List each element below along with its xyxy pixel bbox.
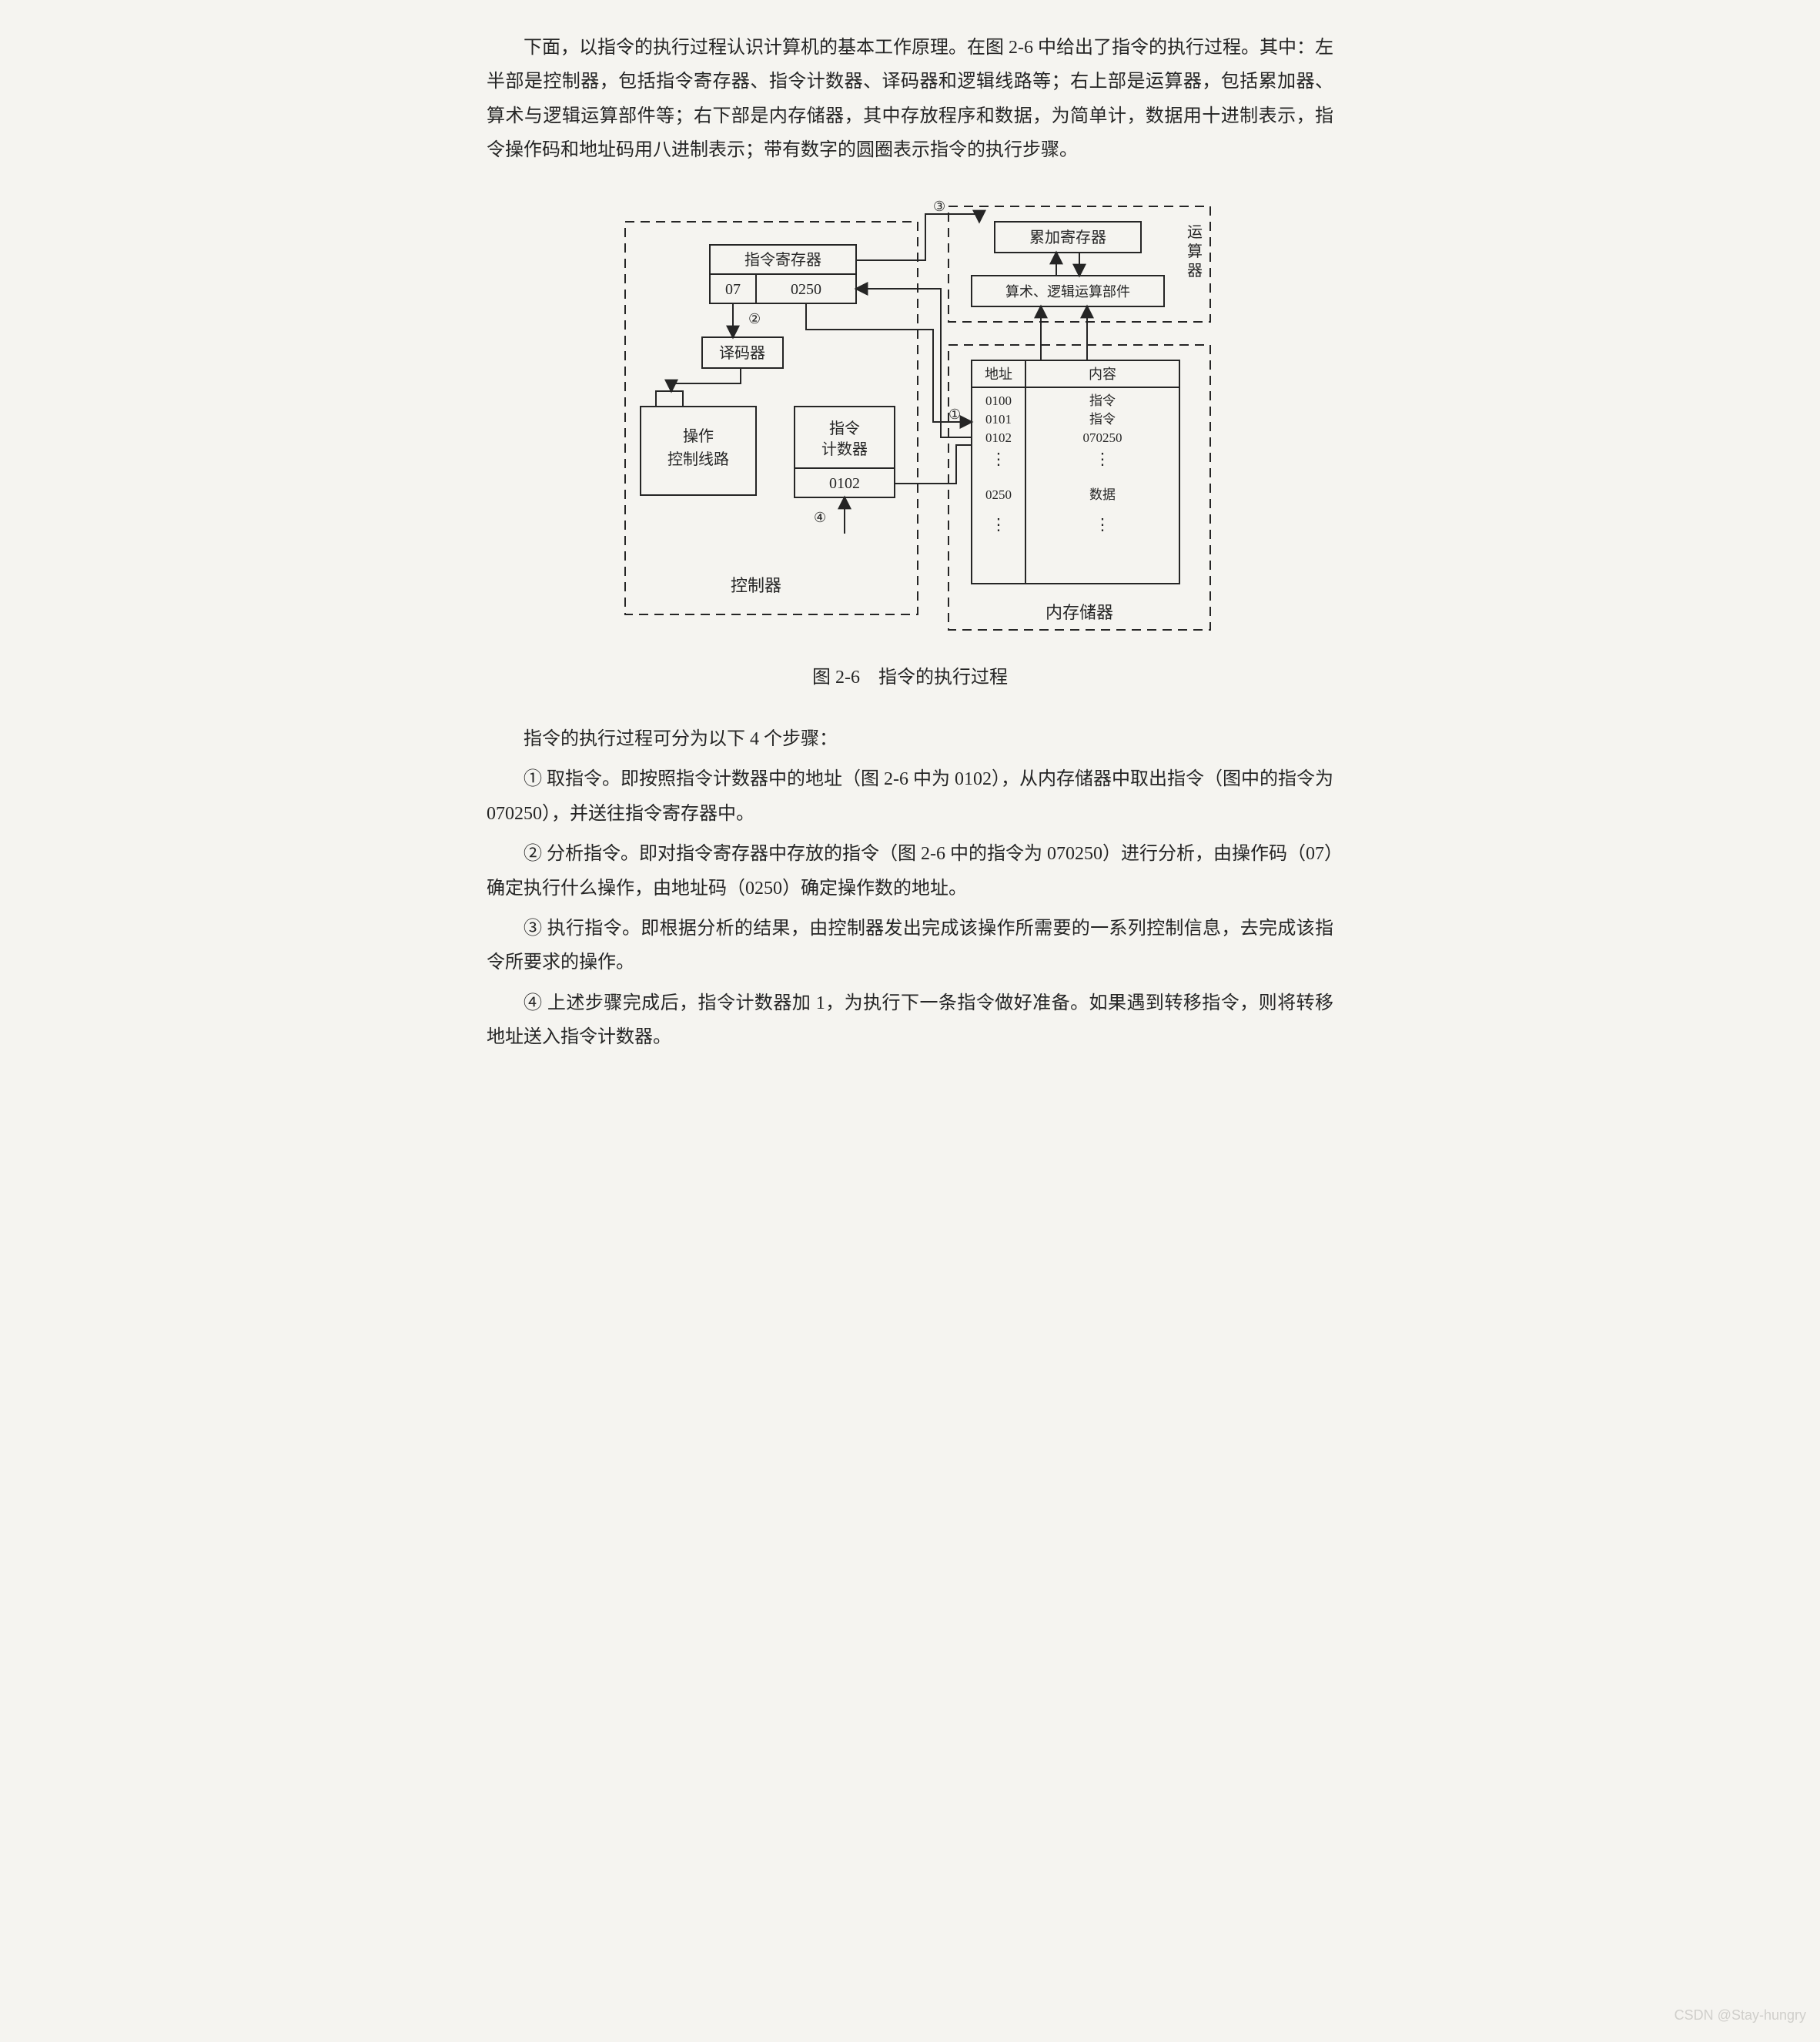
mem-col-addr: 地址 — [985, 367, 1012, 382]
op-control-l1: 操作 — [683, 427, 714, 445]
step2-label: ② — [748, 311, 761, 326]
step-1: ① 取指令。即按照指令计数器中的地址（图 2-6 中为 0102），从内存储器中… — [487, 762, 1333, 831]
pc-l2: 计数器 — [821, 440, 868, 458]
mem-r1-a: 0101 — [985, 412, 1012, 427]
step4-label: ④ — [814, 510, 826, 525]
mem-dots2c: ⋮ — [1095, 515, 1111, 534]
steps-lead: 指令的执行过程可分为以下 4 个步骤： — [487, 722, 1333, 756]
mem-r2-a: 0102 — [985, 430, 1012, 445]
alu-unit-label: 算术、逻辑运算部件 — [1005, 284, 1130, 300]
instr-reg-op: 07 — [725, 281, 741, 298]
mem-data-a: 0250 — [985, 487, 1012, 502]
step1-label: ① — [948, 407, 961, 422]
mem-dots1c: ⋮ — [1095, 450, 1111, 468]
step-2: ② 分析指令。即对指令寄存器中存放的指令（图 2-6 中的指令为 070250）… — [487, 837, 1333, 906]
figure-2-6: 控制器 运 算 器 内存储器 指令寄存器 07 0250 译码器 操作 控制线路 — [594, 191, 1226, 645]
pc-l1: 指令 — [829, 420, 860, 437]
mem-r2-c: 070250 — [1083, 430, 1122, 445]
instr-reg-addr: 0250 — [791, 281, 821, 298]
mem-dots2a: ⋮ — [991, 515, 1007, 534]
arrow-pc-mem — [895, 445, 972, 484]
step-4: ④ 上述步骤完成后，指令计数器加 1，为执行下一条指令做好准备。如果遇到转移指令… — [487, 986, 1333, 1055]
mem-r1-c: 指令 — [1089, 412, 1116, 427]
pc-box — [795, 407, 895, 468]
figure-caption: 图 2-6 指令的执行过程 — [487, 661, 1333, 695]
alu-v2: 算 — [1187, 243, 1203, 260]
acc-label: 累加寄存器 — [1029, 229, 1106, 246]
memory-label: 内存储器 — [1045, 603, 1113, 622]
mem-dots1a: ⋮ — [991, 450, 1007, 468]
controller-region — [625, 222, 918, 614]
step3-label: ③ — [933, 199, 945, 214]
watermark: CSDN @Stay-hungry — [1674, 2003, 1806, 2028]
op-control-l2: 控制线路 — [667, 450, 729, 468]
alu-v3: 器 — [1187, 263, 1203, 280]
pc-value: 0102 — [829, 475, 860, 492]
mem-r0-c: 指令 — [1089, 393, 1116, 408]
arrow-decoder-opctrl — [671, 368, 741, 391]
decor-box — [656, 391, 683, 407]
mem-r0-a: 0100 — [985, 393, 1012, 408]
instr-reg-label: 指令寄存器 — [744, 251, 821, 269]
mem-data-c: 数据 — [1089, 487, 1116, 502]
mem-col-content: 内容 — [1089, 367, 1116, 382]
document-body: 下面，以指令的执行过程认识计算机的基本工作原理。在图 2-6 中给出了指令的执行… — [487, 31, 1333, 1054]
controller-label: 控制器 — [731, 576, 781, 595]
intro-paragraph: 下面，以指令的执行过程认识计算机的基本工作原理。在图 2-6 中给出了指令的执行… — [487, 31, 1333, 168]
arrow-addr-mem — [806, 303, 972, 422]
step-3: ③ 执行指令。即根据分析的结果，由控制器发出完成该操作所需要的一系列控制信息，去… — [487, 912, 1333, 980]
alu-v1: 运 — [1187, 224, 1203, 241]
decoder-label: 译码器 — [719, 344, 765, 362]
